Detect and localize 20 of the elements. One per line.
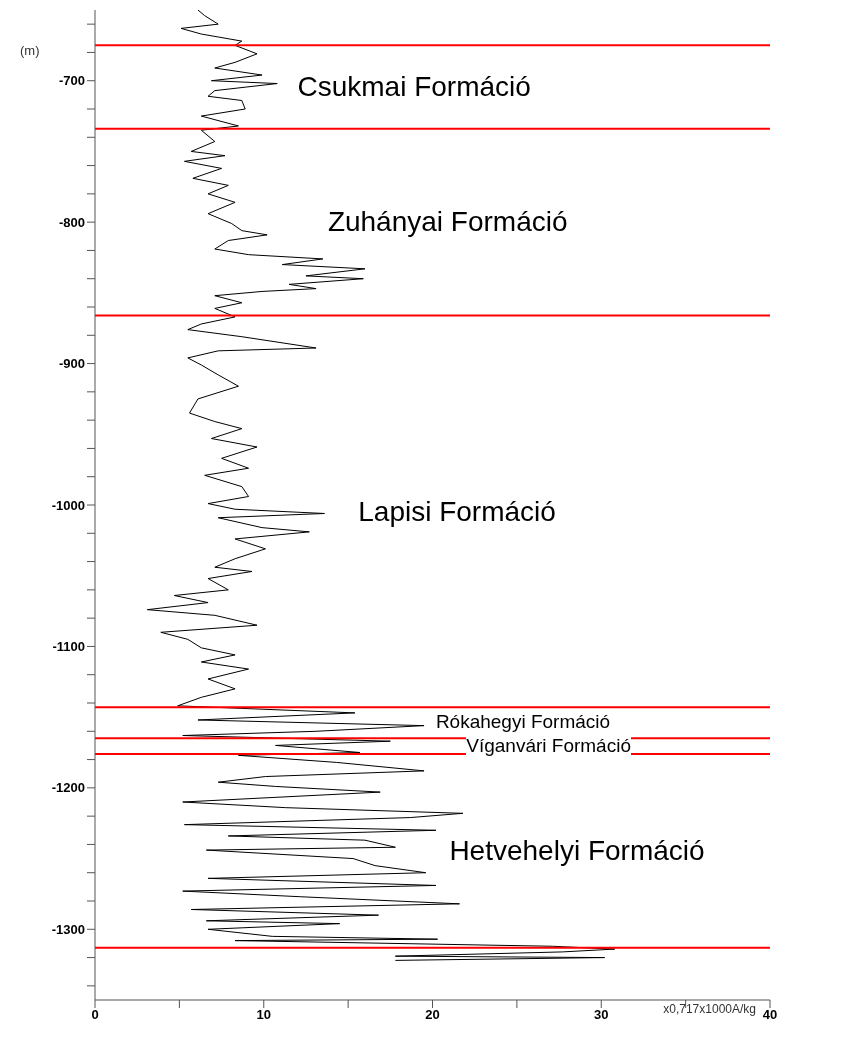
y-tick-label: -1300 <box>51 921 85 937</box>
y-tick-label: -1100 <box>52 639 85 655</box>
y-tick-label: -1200 <box>51 780 85 796</box>
x-axis-title: x0,717x1000A/kg <box>663 1002 756 1016</box>
y-tick-label: -800 <box>58 214 85 230</box>
annotation: Rókahegyi Formáció <box>435 711 611 735</box>
x-tick-label: 10 <box>256 1007 271 1023</box>
y-tick-label: -1000 <box>51 497 85 513</box>
annotation: Zuhányai Formáció <box>327 205 568 239</box>
annotation: Lapisi Formáció <box>358 494 556 529</box>
y-tick-label: -700 <box>58 73 85 89</box>
annotation: Hetvehelyi Formáció <box>449 834 705 868</box>
y-axis-title: (m) <box>20 43 40 59</box>
y-tick-label: -900 <box>58 356 85 372</box>
x-tick-label: 20 <box>425 1007 440 1023</box>
x-tick-label: 30 <box>594 1007 609 1023</box>
x-tick-label: 0 <box>91 1007 99 1023</box>
annotation: Csukmai Formáció <box>297 70 531 104</box>
annotation: Víganvári Formáció <box>466 734 631 758</box>
x-tick-label: 40 <box>762 1007 778 1023</box>
